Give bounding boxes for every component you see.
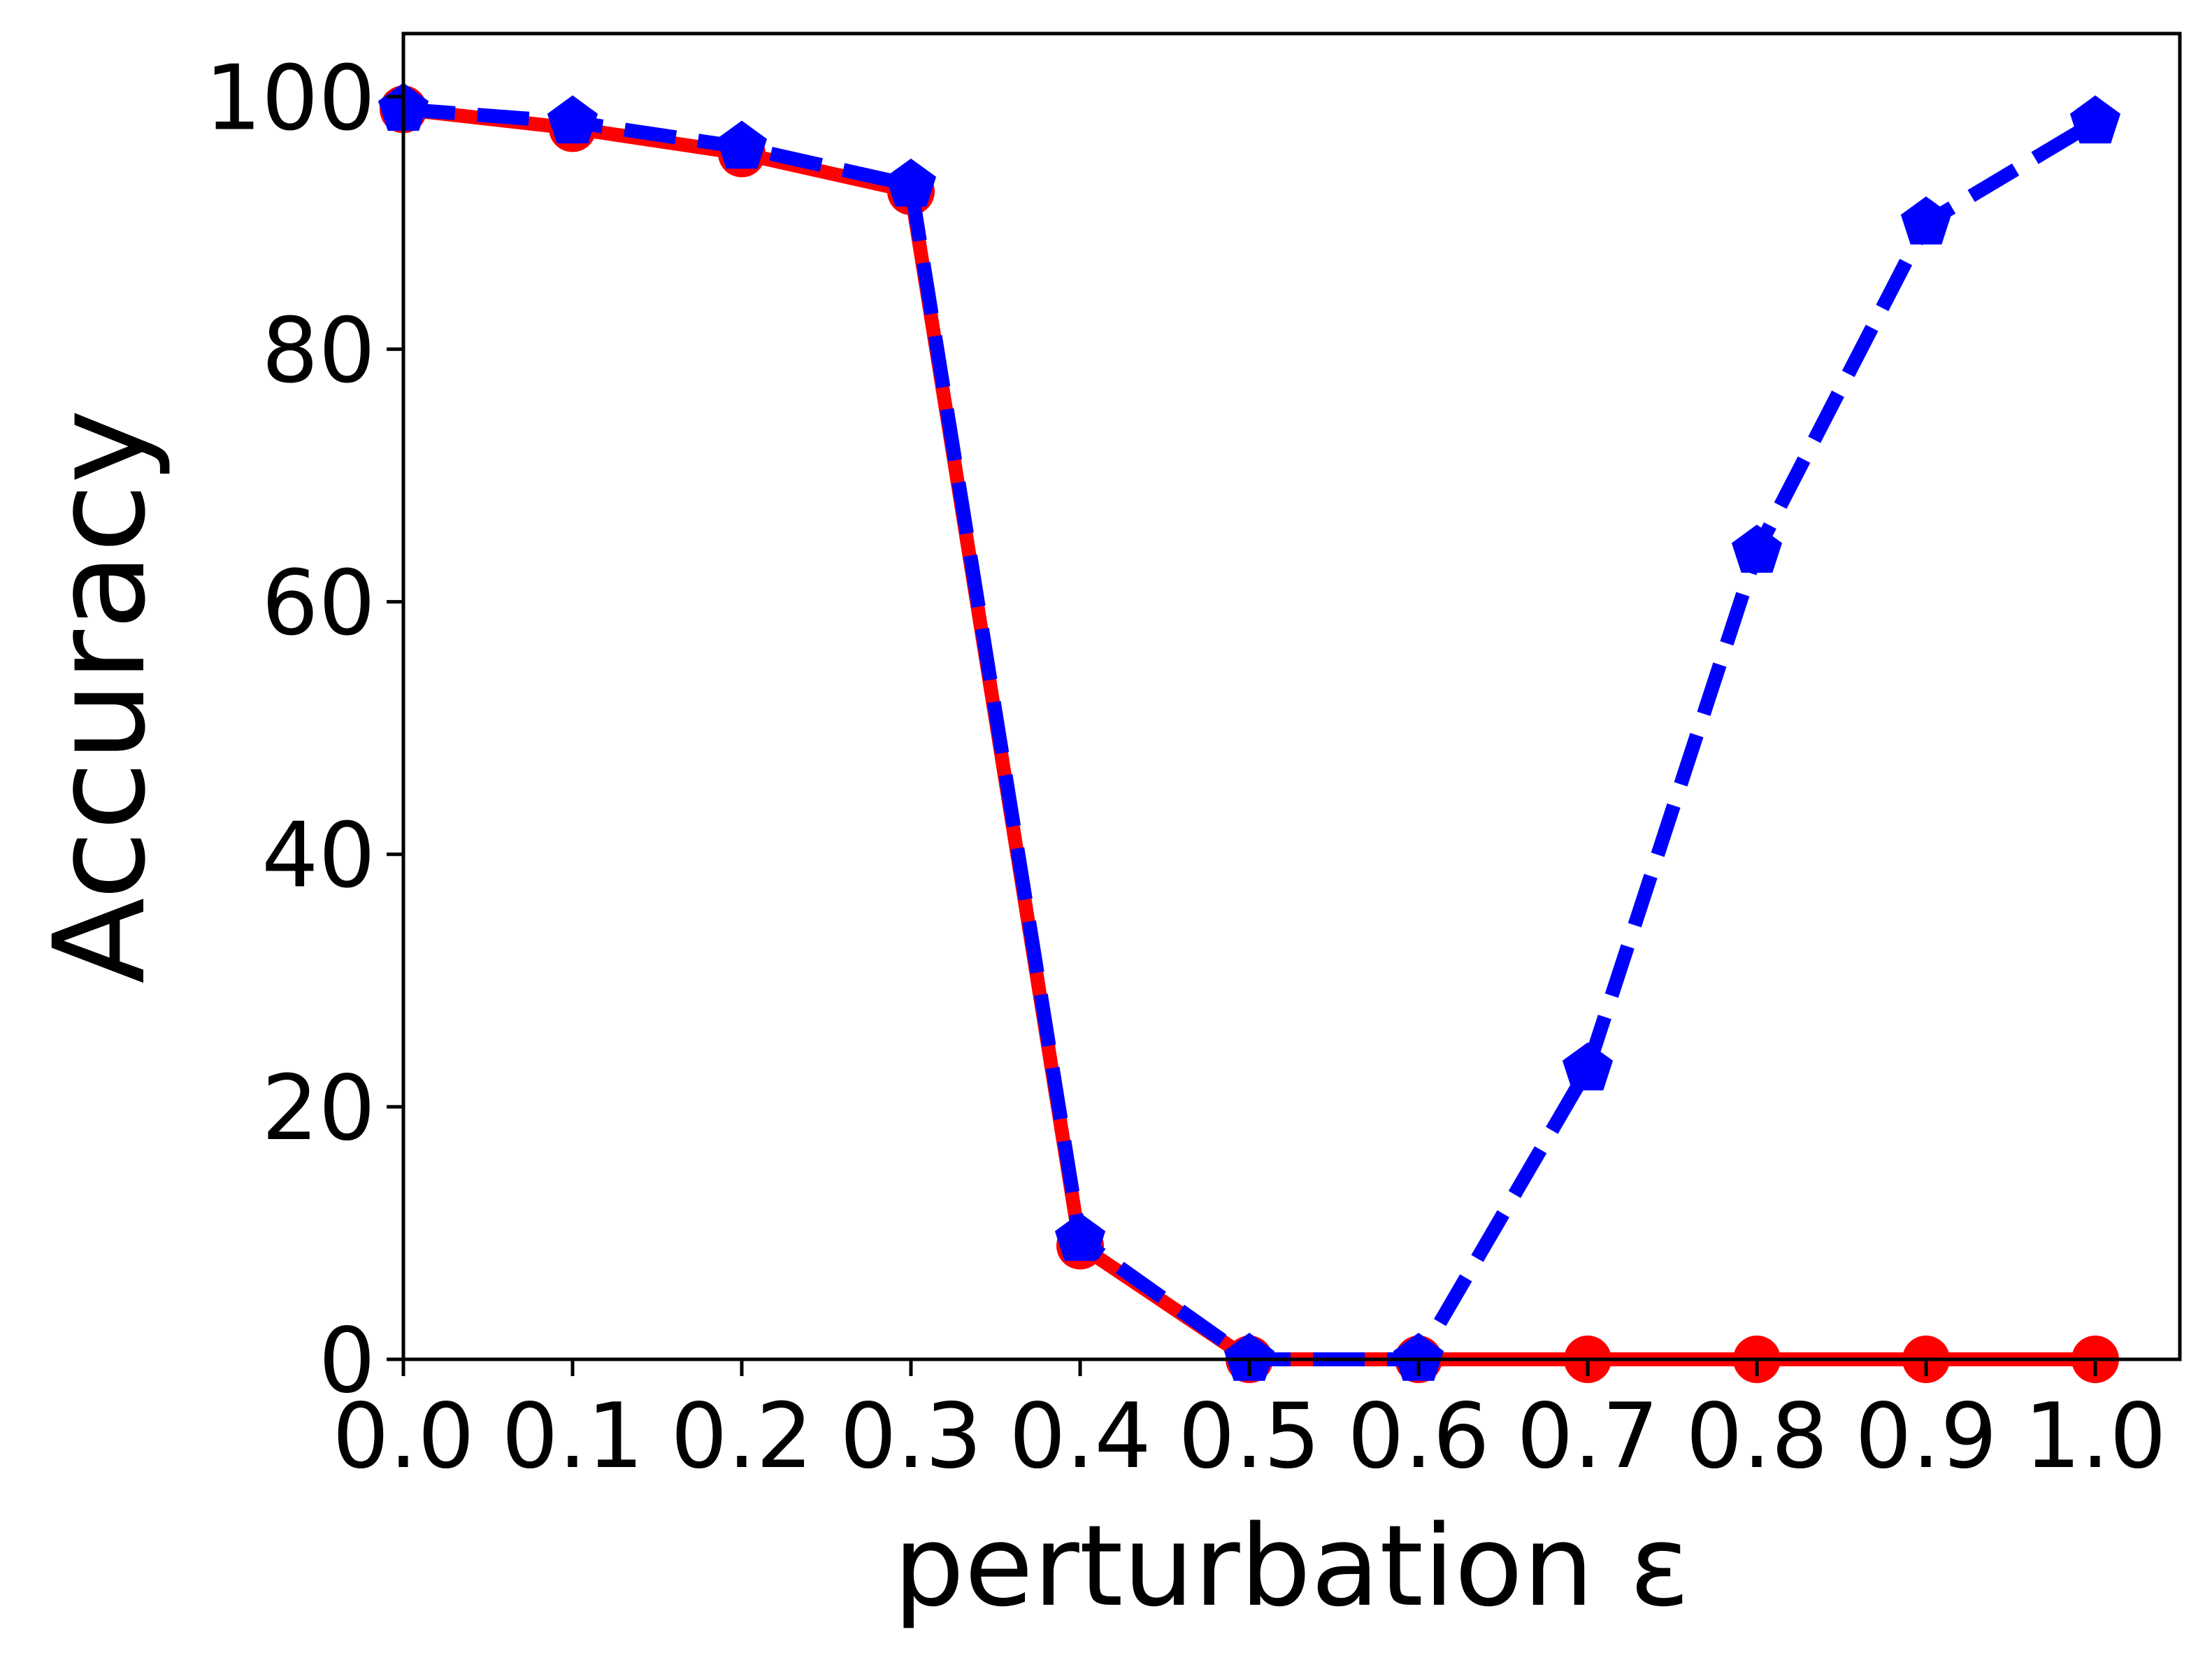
plot-frame [401, 31, 2182, 1361]
data-point [2069, 95, 2121, 144]
y-tick-label: 20 [261, 1057, 375, 1161]
x-tick-label: 0.4 [1009, 1385, 1151, 1489]
series-2 [378, 83, 2121, 1381]
x-tick-label: 0.7 [1516, 1385, 1659, 1489]
data-point [1054, 1212, 1106, 1261]
x-tick-label: 1.0 [2024, 1385, 2167, 1489]
x-tick-label: 0.1 [501, 1385, 644, 1489]
x-axis-label: perturbation ε [893, 1501, 1690, 1631]
series-layer [378, 83, 2121, 1383]
data-point [1900, 196, 1952, 245]
x-tick-label: 0.6 [1347, 1385, 1490, 1489]
x-tick-label: 0.9 [1855, 1385, 1997, 1489]
series-line [403, 102, 2099, 1366]
x-tick-label: 0.2 [670, 1385, 813, 1489]
x-tick-label: 0.5 [1178, 1385, 1321, 1489]
y-tick-label: 100 [205, 46, 375, 150]
data-point [1562, 1042, 1614, 1091]
y-tick-label: 80 [261, 299, 375, 403]
x-tick-label: 0.8 [1686, 1385, 1828, 1489]
series-1 [380, 85, 2119, 1383]
x-tick-label: 0.0 [332, 1385, 475, 1489]
y-tick-label: 60 [261, 552, 375, 656]
data-point [1223, 1333, 1275, 1381]
x-tick-label: 0.3 [840, 1385, 982, 1489]
ticks: 0.0 0.1 0.2 0.3 0.4 0.5 0.6 0.7 0.8 0.9 1.0 0 20 40 60… [205, 46, 2167, 1489]
data-point [716, 120, 768, 169]
series-line [402, 102, 2095, 1366]
y-tick-label: 0 [319, 1309, 375, 1413]
data-point [885, 158, 937, 207]
data-point [1731, 524, 1783, 573]
data-point [1393, 1333, 1444, 1381]
data-point [547, 95, 598, 144]
y-axis-label: Accuracy [27, 409, 173, 984]
y-tick-label: 40 [261, 804, 375, 908]
